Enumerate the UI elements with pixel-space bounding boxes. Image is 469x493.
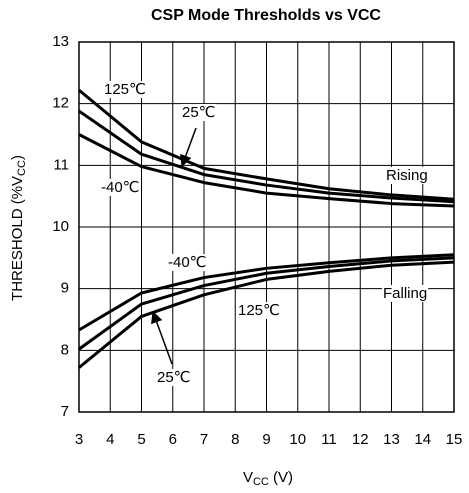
annotation-arrow	[151, 310, 173, 365]
x-tick-label: 10	[289, 431, 306, 448]
x-label-sub: CC	[253, 476, 269, 488]
x-tick-label: 12	[352, 431, 369, 448]
x-tick-label: 8	[231, 431, 239, 448]
annotation-bg	[382, 284, 429, 302]
y-label-sub: CC	[16, 160, 28, 176]
y-tick-label: 12	[52, 95, 69, 112]
annotation: Falling	[383, 285, 427, 302]
x-tick-label: 3	[75, 431, 83, 448]
x-tick-label: 5	[137, 431, 145, 448]
y-tick-label: 8	[61, 341, 69, 358]
annotation: Rising	[386, 167, 428, 184]
annotation-bg	[237, 301, 281, 319]
plot-frame	[78, 41, 455, 413]
annotation: -40℃	[168, 254, 207, 271]
x-tick-label: 6	[169, 431, 177, 448]
annotation-bg	[156, 368, 192, 386]
series-line	[78, 133, 455, 208]
annotation: 125℃	[104, 81, 146, 98]
annotation-bg	[167, 253, 208, 271]
x-tick-label: 14	[414, 431, 431, 448]
annotation-bg	[181, 103, 217, 121]
y-tick-label: 13	[52, 33, 69, 50]
x-tick-label: 11	[321, 431, 337, 448]
x-tick-label: 13	[383, 431, 400, 448]
annotation-bg	[103, 80, 147, 98]
annotation: 125℃	[238, 302, 280, 319]
series-line	[78, 88, 455, 201]
annotation-bg	[100, 178, 141, 196]
y-label-main: THRESHOLD (%V	[9, 176, 26, 301]
x-tick-label: 7	[200, 431, 208, 448]
annotation-bg	[385, 166, 429, 184]
x-tick-label: 4	[106, 431, 114, 448]
y-tick-label: 11	[53, 156, 69, 173]
x-tick-label: 15	[446, 431, 463, 448]
y-tick-label: 10	[52, 218, 69, 235]
x-tick-label: 9	[262, 431, 270, 448]
series-line	[78, 253, 455, 332]
x-axis-label: VCC (V)	[243, 469, 293, 488]
chart-title: CSP Mode Thresholds vs VCC	[151, 7, 381, 24]
annotation: 25℃	[182, 104, 216, 121]
y-axis-label: THRESHOLD (%VCC)	[9, 155, 28, 301]
series-line	[78, 109, 455, 204]
series-line	[78, 256, 455, 351]
series-line	[78, 260, 455, 369]
x-label-end: (V)	[269, 469, 293, 486]
x-label-main: V	[243, 469, 253, 486]
y-tick-label: 7	[61, 403, 69, 420]
y-label-end: )	[9, 155, 26, 160]
y-tick-label: 9	[61, 280, 69, 297]
annotation: 25℃	[157, 369, 191, 386]
annotation: -40℃	[101, 179, 140, 196]
